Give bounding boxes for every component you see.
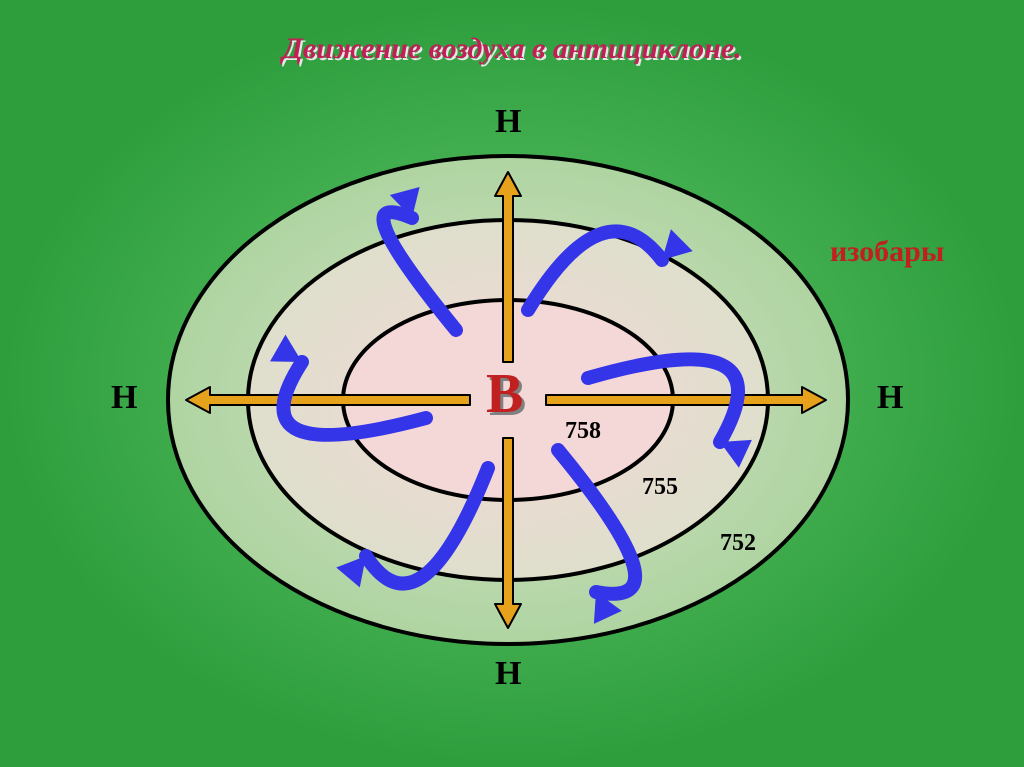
pressure-label: 758 — [565, 418, 601, 444]
diagram-svg: 752755758ВВНННН — [0, 0, 1024, 767]
low-pressure-label: Н — [495, 655, 521, 692]
low-pressure-label: Н — [111, 379, 137, 416]
pressure-label: 755 — [642, 474, 678, 500]
diagram-stage: Движение воздуха в антициклоне. изобары … — [0, 0, 1024, 767]
center-high-label: В — [486, 363, 523, 425]
pressure-label: 752 — [720, 530, 756, 556]
low-pressure-label: Н — [495, 103, 521, 140]
low-pressure-label: Н — [877, 379, 903, 416]
